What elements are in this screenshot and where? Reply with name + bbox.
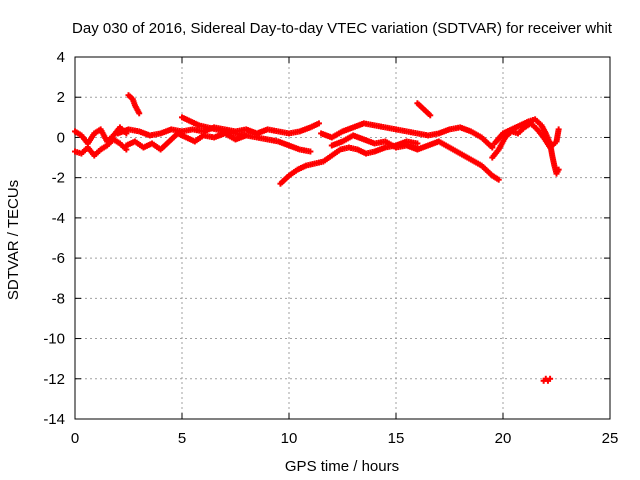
data-points [72, 92, 562, 384]
y-tick-label: 0 [57, 129, 65, 146]
tick-marks [74, 56, 611, 420]
data-point [555, 166, 562, 173]
data-point [555, 126, 562, 133]
grid [75, 57, 610, 419]
data-point [427, 112, 434, 119]
y-tick-label: -12 [43, 371, 65, 388]
x-tick-label: 20 [495, 430, 512, 447]
y-tick-label: -10 [43, 331, 65, 348]
y-tick-label: -2 [52, 170, 65, 187]
data-point [547, 375, 554, 382]
x-tick-label: 25 [602, 430, 619, 447]
x-tick-label: 15 [388, 430, 405, 447]
data-point [489, 144, 496, 151]
plot-frame [74, 56, 611, 420]
x-tick-label: 5 [178, 430, 186, 447]
x-axis-label: GPS time / hours [285, 458, 399, 475]
y-tick-label: 2 [57, 89, 65, 106]
data-point [315, 120, 322, 127]
y-axis-label: SDTVAR / TECUs [5, 180, 22, 300]
data-point [495, 176, 502, 183]
data-point [307, 148, 314, 155]
y-tick-label: -14 [43, 411, 65, 428]
x-tick-label: 10 [281, 430, 298, 447]
data-point [414, 140, 421, 147]
y-tick-label: 4 [57, 49, 65, 66]
y-tick-label: -6 [52, 250, 65, 267]
data-point [136, 110, 143, 117]
y-tick-label: -4 [52, 210, 65, 227]
y-tick-label: -8 [52, 290, 65, 307]
chart-title: Day 030 of 2016, Sidereal Day-to-day VTE… [72, 20, 613, 37]
x-tick-label: 0 [71, 430, 79, 447]
